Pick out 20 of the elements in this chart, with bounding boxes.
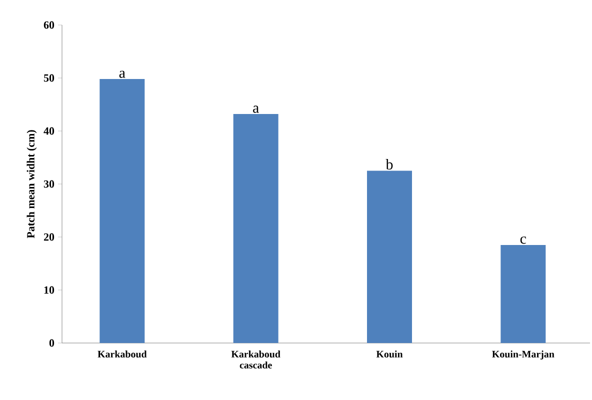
bar <box>100 79 145 343</box>
bar <box>233 114 278 343</box>
y-tick-label: 50 <box>44 74 54 82</box>
x-tick-label: Kouin-Marjan <box>492 350 554 360</box>
x-tick-label: Karkaboud <box>98 350 147 358</box>
x-tick-label: Karkaboud cascade <box>231 350 280 368</box>
annotation: b <box>386 159 393 170</box>
y-tick-label: 10 <box>44 286 54 294</box>
y-tick-label: 60 <box>44 21 54 29</box>
y-tick-label: 0 <box>49 339 54 347</box>
bar <box>500 244 546 343</box>
annotation: a <box>119 70 126 78</box>
x-tick-label: Kouin <box>376 350 403 358</box>
annotation: a <box>253 106 259 113</box>
bar <box>367 170 412 343</box>
y-tick-label: 30 <box>44 180 54 188</box>
annotation: c <box>520 236 526 244</box>
y-tick-label: 20 <box>44 233 54 241</box>
y-axis-title: Patch mean widht (cm) <box>26 130 37 238</box>
y-tick-label: 40 <box>44 127 54 135</box>
